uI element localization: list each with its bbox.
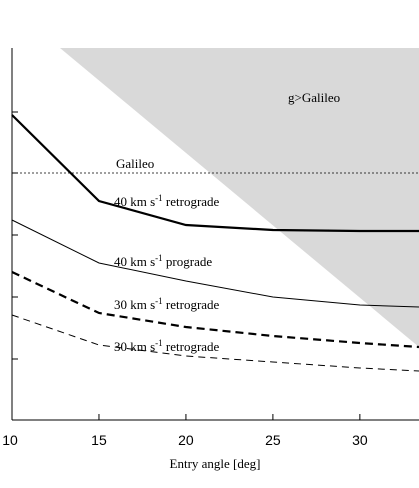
g-galileo-label: g>Galileo (288, 90, 340, 105)
x-axis-label: Entry angle [deg] (170, 456, 261, 471)
series-labels: 40 km s-1 retrograde 40 km s-1 prograde 30… (114, 193, 220, 354)
x-tick-label-30: 30 (352, 432, 368, 448)
x-tick-label-10: 10 (2, 432, 18, 448)
galileo-label: Galileo (116, 156, 154, 171)
series-label-4: 30 km s-1 retrograde (114, 338, 220, 354)
series-label-3: 30 km s-1 retrograde (114, 296, 220, 312)
series-label-1: 40 km s-1 retrograde (114, 193, 220, 209)
series-line-4 (11, 314, 419, 372)
series-label-2: 40 km s-1 prograde (114, 253, 212, 269)
x-tick-label-25: 25 (265, 432, 281, 448)
series-line-3 (11, 271, 419, 349)
x-tick-label-20: 20 (178, 432, 194, 448)
x-ticks: 10 15 20 25 30 (2, 414, 368, 448)
series-line-1 (11, 114, 419, 233)
series-group (11, 114, 419, 372)
g-galileo-region (60, 48, 419, 347)
series-line-2 (11, 219, 419, 308)
y-ticks (12, 111, 18, 421)
x-tick-label-15: 15 (91, 432, 107, 448)
